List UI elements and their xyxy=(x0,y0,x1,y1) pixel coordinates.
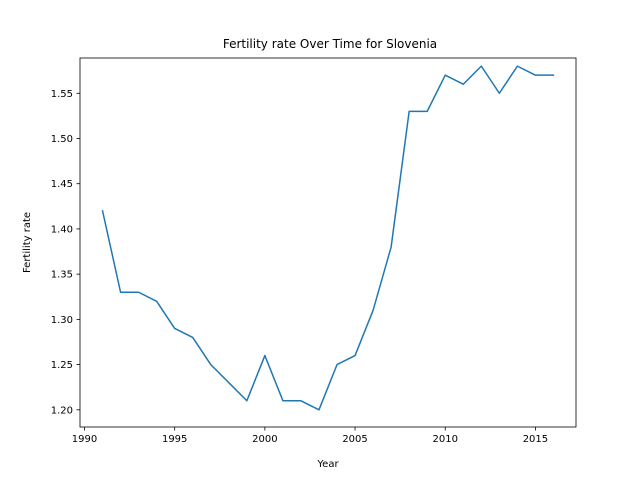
y-tick-label: 1.50 xyxy=(51,134,73,145)
chart-title: Fertility rate Over Time for Slovenia xyxy=(223,37,437,51)
y-tick-label: 1.45 xyxy=(51,179,73,190)
x-tick-label: 2000 xyxy=(252,434,277,445)
y-tick-label: 1.30 xyxy=(51,315,73,326)
y-tick-label: 1.55 xyxy=(51,89,73,100)
y-tick-label: 1.20 xyxy=(51,405,73,416)
x-axis-ticks: 1990 1995 2000 2005 2010 2015 xyxy=(72,427,548,445)
x-tick-label: 1995 xyxy=(162,434,187,445)
y-tick-label: 1.40 xyxy=(51,224,73,235)
x-tick-label: 2005 xyxy=(342,434,367,445)
x-tick-label: 1990 xyxy=(72,434,97,445)
x-axis-label: Year xyxy=(316,459,339,470)
y-tick-label: 1.25 xyxy=(51,360,73,371)
y-axis-label: Fertility rate xyxy=(22,212,33,273)
plot-area-frame xyxy=(79,57,577,428)
y-tick-label: 1.35 xyxy=(51,270,73,281)
y-axis-ticks: 1.20 1.25 1.30 1.35 1.40 1.45 1.50 1.55 xyxy=(51,89,80,416)
x-tick-label: 2010 xyxy=(433,434,458,445)
series-line xyxy=(101,65,555,411)
x-tick-label: 2015 xyxy=(523,434,548,445)
